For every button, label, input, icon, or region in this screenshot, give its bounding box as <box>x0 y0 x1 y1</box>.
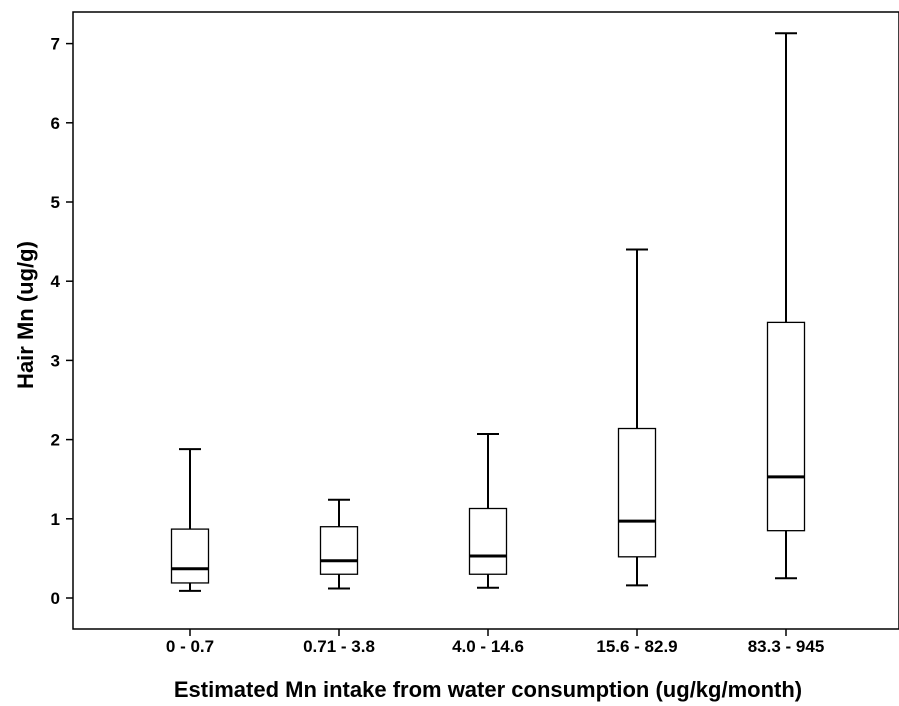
y-tick-label: 5 <box>51 193 60 212</box>
box-series <box>170 32 806 592</box>
box-iqr <box>468 507 508 575</box>
box-iqr <box>766 321 806 532</box>
plot-frame <box>72 11 899 630</box>
y-tick-label: 0 <box>51 589 60 608</box>
x-tick-label: 0 - 0.7 <box>166 637 214 656</box>
box-group <box>319 498 359 590</box>
y-tick-label: 7 <box>51 35 60 54</box>
y-axis-title: Hair Mn (ug/g) <box>13 241 38 389</box>
x-tick-label: 4.0 - 14.6 <box>452 637 524 656</box>
box-iqr <box>319 526 359 575</box>
y-tick-label: 6 <box>51 114 60 133</box>
y-tick-label: 3 <box>51 351 60 370</box>
y-tick-label: 4 <box>51 272 61 291</box>
x-axis-title: Estimated Mn intake from water consumpti… <box>174 677 802 702</box>
box-iqr <box>617 427 657 558</box>
box-group <box>170 448 210 592</box>
box-group <box>766 32 806 580</box>
x-axis: 0 - 0.7 0.71 - 3.8 4.0 - 14.6 15.6 - 82.9 83… <box>166 629 824 656</box>
x-tick-label: 83.3 - 945 <box>748 637 825 656</box>
box-iqr <box>170 528 210 584</box>
box-group <box>617 248 657 587</box>
box-group <box>468 433 508 589</box>
y-tick-label: 2 <box>51 431 60 450</box>
y-tick-label: 1 <box>51 510 60 529</box>
y-axis: 0 1 2 3 4 5 6 7 <box>51 35 73 608</box>
x-tick-label: 15.6 - 82.9 <box>596 637 677 656</box>
x-tick-label: 0.71 - 3.8 <box>303 637 375 656</box>
